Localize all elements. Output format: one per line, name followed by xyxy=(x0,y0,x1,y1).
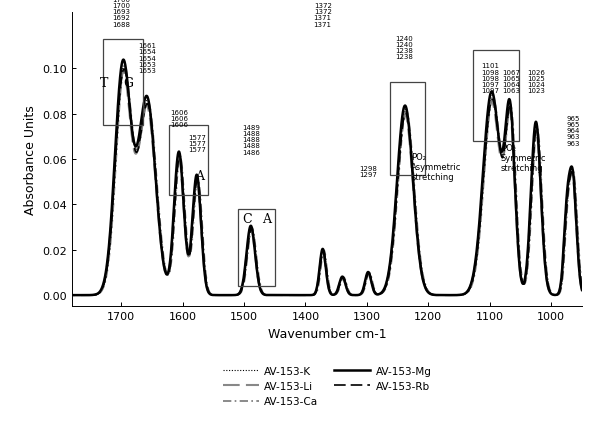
Text: G: G xyxy=(124,77,134,89)
Text: 1298
1297: 1298 1297 xyxy=(359,166,377,178)
Text: A: A xyxy=(196,170,205,182)
Text: 1489
1488
1488
1488
1486: 1489 1488 1488 1488 1486 xyxy=(242,124,260,155)
Y-axis label: Absorbance Units: Absorbance Units xyxy=(24,105,37,215)
Text: PO₂
Asymmetric
stretching: PO₂ Asymmetric stretching xyxy=(411,153,461,182)
Bar xyxy=(238,210,275,286)
Text: C: C xyxy=(242,212,252,225)
Text: 1606
1606
1606: 1606 1606 1606 xyxy=(170,109,188,128)
X-axis label: Wavenumber cm-1: Wavenumber cm-1 xyxy=(268,327,386,340)
Text: T: T xyxy=(100,77,108,89)
Text: 1067
1065
1064
1063: 1067 1065 1064 1063 xyxy=(502,69,520,94)
Bar xyxy=(390,83,425,176)
Bar xyxy=(103,40,143,126)
Text: A: A xyxy=(262,212,271,225)
Text: 1577
1577
1577: 1577 1577 1577 xyxy=(188,135,206,153)
Legend: AV-153-K, AV-153-Li, AV-153-Ca, AV-153-Mg, AV-153-Rb: AV-153-K, AV-153-Li, AV-153-Ca, AV-153-M… xyxy=(218,362,436,411)
Text: PO₂
Symmetric
stretching: PO₂ Symmetric stretching xyxy=(501,144,547,173)
Text: 1240
1240
1238
1238: 1240 1240 1238 1238 xyxy=(395,35,413,60)
Text: 965
965
964
963
963: 965 965 964 963 963 xyxy=(566,115,580,146)
Bar xyxy=(473,51,519,142)
Text: 1026
1025
1024
1023: 1026 1025 1024 1023 xyxy=(527,69,545,94)
Text: 1661
1654
1654
1653
1653: 1661 1654 1654 1653 1653 xyxy=(138,43,156,74)
Text: 1372
1372
1371
1371: 1372 1372 1371 1371 xyxy=(314,3,332,27)
Bar xyxy=(169,126,208,196)
Text: 1101
1098
1098
1097
1097: 1101 1098 1098 1097 1097 xyxy=(481,63,499,94)
Text: 1700
1700
1693
1692
1688: 1700 1700 1693 1692 1688 xyxy=(112,0,130,27)
